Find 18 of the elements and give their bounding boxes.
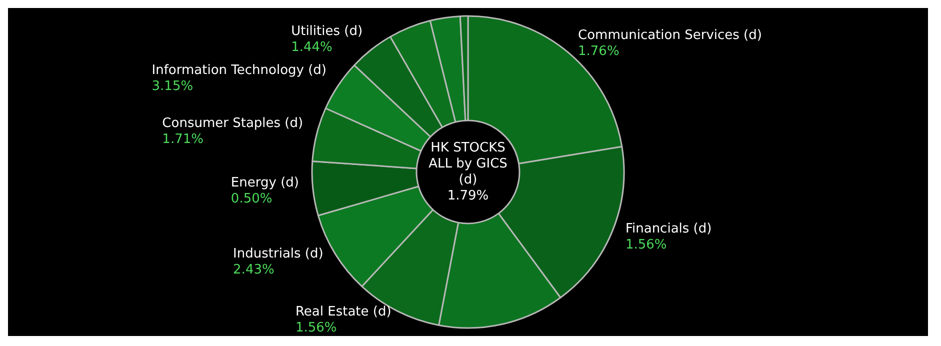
- text: 1.71%: [162, 132, 204, 148]
- text: 1.56%: [295, 320, 337, 336]
- text: 1.44%: [291, 40, 332, 56]
- slice-label: Industrials (d): [233, 246, 324, 262]
- text: 1.56%: [625, 237, 667, 252]
- slice-label: Utilities (d): [291, 24, 363, 40]
- text: HK STOCKS ALL by GICS (d): [428, 140, 508, 188]
- text: 3.15%: [152, 79, 194, 94]
- text: 1.79%: [447, 188, 489, 204]
- slice-label: Financials (d): [625, 221, 712, 236]
- text: 0.50%: [230, 192, 272, 206]
- slice-label: Information Technology (d): [152, 63, 326, 78]
- text: 2.43%: [233, 262, 274, 278]
- text: 1.76%: [578, 44, 620, 59]
- slice-label: Communication Services (d): [578, 28, 762, 43]
- slice-label: Real Estate (d): [295, 304, 392, 320]
- slice-label: Consumer Staples (d): [162, 116, 304, 132]
- slice-label: Energy (d): [230, 176, 299, 190]
